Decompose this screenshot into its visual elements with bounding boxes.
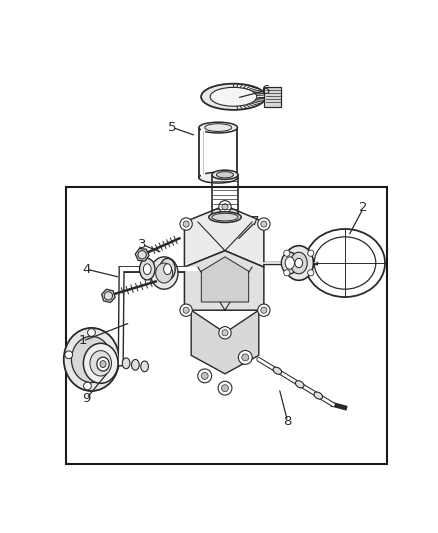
Circle shape: [260, 307, 266, 313]
Ellipse shape: [64, 328, 119, 391]
Text: 2: 2: [359, 201, 367, 214]
Circle shape: [180, 304, 192, 317]
Text: 6: 6: [261, 84, 269, 97]
Text: 1: 1: [78, 335, 87, 348]
Circle shape: [138, 251, 146, 259]
Circle shape: [307, 270, 313, 276]
Circle shape: [238, 351, 251, 365]
Polygon shape: [135, 248, 149, 261]
Circle shape: [307, 250, 313, 256]
Ellipse shape: [131, 359, 139, 370]
Circle shape: [241, 354, 248, 361]
Ellipse shape: [143, 264, 151, 274]
Circle shape: [183, 221, 189, 227]
Bar: [66, 187, 386, 464]
Ellipse shape: [141, 361, 148, 372]
Ellipse shape: [90, 351, 111, 376]
Ellipse shape: [212, 213, 237, 221]
Text: 8: 8: [283, 415, 291, 427]
Ellipse shape: [204, 124, 231, 132]
Polygon shape: [184, 206, 263, 267]
Circle shape: [83, 382, 91, 390]
Circle shape: [283, 250, 289, 256]
Ellipse shape: [294, 259, 302, 268]
Circle shape: [260, 221, 266, 227]
Ellipse shape: [295, 381, 303, 388]
Circle shape: [198, 369, 211, 383]
Text: 4: 4: [82, 263, 90, 276]
Circle shape: [218, 381, 231, 395]
Bar: [264, 87, 280, 107]
Circle shape: [257, 218, 269, 230]
Ellipse shape: [163, 264, 171, 274]
Circle shape: [183, 307, 189, 313]
Text: 7: 7: [251, 215, 259, 229]
Circle shape: [104, 292, 112, 300]
Circle shape: [221, 330, 228, 336]
Ellipse shape: [71, 336, 111, 383]
Ellipse shape: [198, 122, 237, 133]
Ellipse shape: [122, 358, 130, 369]
Ellipse shape: [290, 252, 307, 274]
Ellipse shape: [208, 212, 240, 222]
Ellipse shape: [97, 357, 109, 371]
Ellipse shape: [139, 259, 155, 280]
Ellipse shape: [159, 259, 175, 280]
Text: 9: 9: [82, 392, 90, 405]
Circle shape: [257, 304, 269, 317]
Ellipse shape: [201, 84, 265, 110]
Circle shape: [218, 327, 231, 339]
Circle shape: [107, 369, 115, 377]
Ellipse shape: [216, 172, 233, 178]
Polygon shape: [191, 310, 258, 374]
Ellipse shape: [285, 257, 294, 269]
Ellipse shape: [281, 252, 297, 274]
Circle shape: [221, 204, 228, 210]
Circle shape: [221, 385, 228, 392]
Ellipse shape: [100, 361, 106, 368]
Circle shape: [180, 218, 192, 230]
Ellipse shape: [155, 263, 172, 283]
Circle shape: [88, 329, 95, 336]
Text: 5: 5: [168, 121, 177, 134]
Circle shape: [201, 373, 208, 379]
Polygon shape: [184, 251, 263, 310]
Text: 3: 3: [138, 238, 146, 251]
Ellipse shape: [283, 246, 313, 280]
Circle shape: [65, 351, 72, 359]
Ellipse shape: [313, 392, 322, 399]
Polygon shape: [101, 289, 115, 302]
Ellipse shape: [212, 170, 237, 180]
Ellipse shape: [83, 343, 118, 383]
Circle shape: [283, 270, 289, 276]
Circle shape: [218, 200, 231, 213]
Ellipse shape: [210, 87, 256, 106]
Polygon shape: [201, 257, 248, 302]
Ellipse shape: [150, 257, 177, 289]
Ellipse shape: [198, 172, 237, 183]
Ellipse shape: [272, 367, 281, 374]
